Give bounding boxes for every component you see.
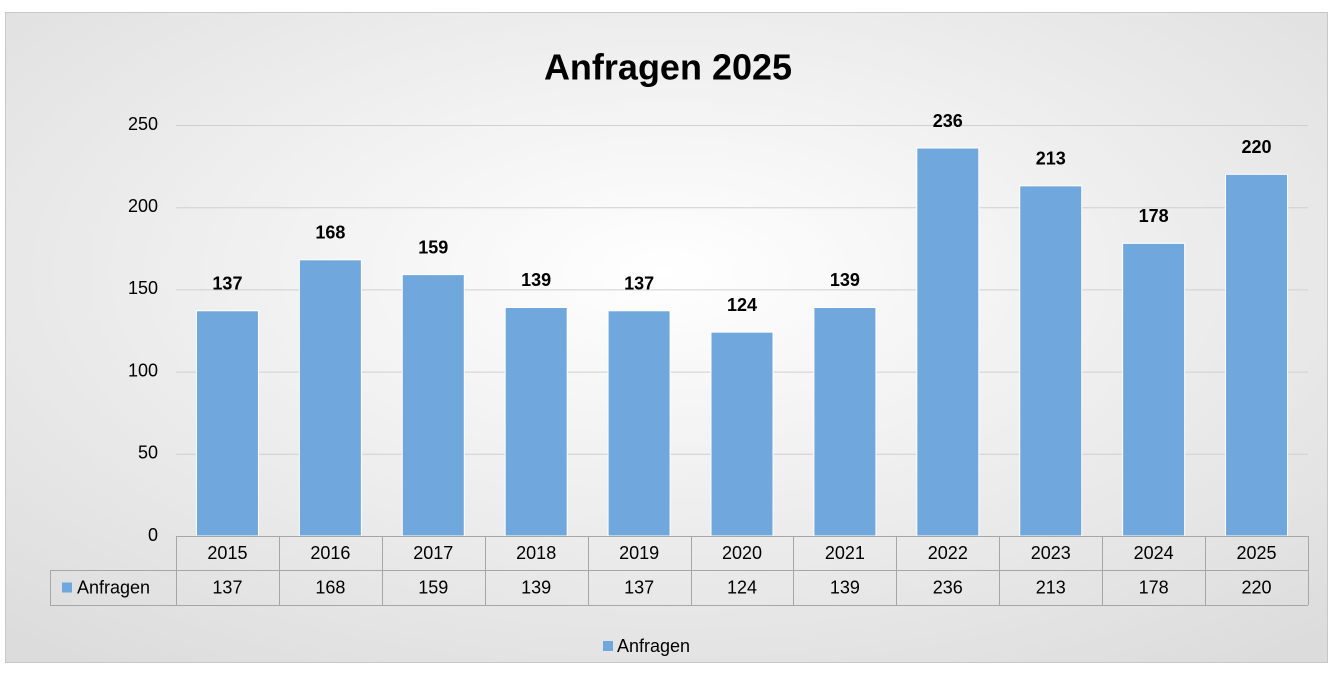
x-tick-label: 2025	[1237, 543, 1277, 563]
data-label: 178	[1139, 206, 1169, 226]
y-tick-label: 100	[128, 360, 158, 380]
bar	[607, 310, 671, 537]
table-cell: 236	[933, 577, 963, 597]
table-cell: 137	[212, 577, 242, 597]
x-tick-label: 2021	[825, 543, 865, 563]
table-cell: 168	[315, 577, 345, 597]
x-tick-label: 2024	[1134, 543, 1174, 563]
legend-key	[603, 641, 613, 651]
table-cell: 213	[1036, 577, 1066, 597]
x-tick-label: 2016	[310, 543, 350, 563]
data-label: 213	[1036, 149, 1066, 169]
table-cell: 124	[727, 577, 757, 597]
y-tick-label: 250	[128, 114, 158, 134]
data-label: 139	[521, 270, 551, 290]
table-legend-key	[62, 582, 72, 593]
bar	[916, 147, 980, 537]
data-label: 168	[315, 223, 345, 243]
x-tick-label: 2015	[207, 543, 247, 563]
table-row-header: Anfragen	[77, 577, 150, 597]
x-tick-label: 2018	[516, 543, 556, 563]
data-label: 124	[727, 295, 757, 315]
bar	[504, 306, 568, 537]
chart-title: Anfragen 2025	[544, 47, 792, 88]
data-label: 236	[933, 111, 963, 131]
x-tick-label: 2023	[1031, 543, 1071, 563]
legend-label: Anfragen	[617, 636, 690, 656]
data-label: 220	[1242, 137, 1272, 157]
bar	[1225, 173, 1289, 537]
table-cell: 220	[1242, 577, 1272, 597]
data-label: 137	[212, 274, 242, 294]
y-tick-label: 150	[128, 278, 158, 298]
y-tick-label: 50	[138, 443, 158, 463]
bar	[298, 259, 362, 537]
bar	[710, 331, 774, 537]
data-label: 159	[418, 237, 448, 257]
bar	[195, 310, 259, 537]
bar	[401, 274, 465, 537]
table-cell: 139	[830, 577, 860, 597]
table-cell: 137	[624, 577, 654, 597]
x-tick-label: 2019	[619, 543, 659, 563]
data-label: 137	[624, 274, 654, 294]
x-tick-label: 2020	[722, 543, 762, 563]
table-cell: 139	[521, 577, 551, 597]
x-tick-label: 2017	[413, 543, 453, 563]
x-tick-label: 2022	[928, 543, 968, 563]
y-tick-label: 200	[128, 196, 158, 216]
data-label: 139	[830, 270, 860, 290]
table-cell: 178	[1139, 577, 1169, 597]
table-cell: 159	[418, 577, 448, 597]
bar	[1122, 242, 1186, 537]
bar	[813, 306, 877, 537]
y-tick-label: 0	[148, 525, 158, 545]
bar	[1019, 185, 1083, 537]
